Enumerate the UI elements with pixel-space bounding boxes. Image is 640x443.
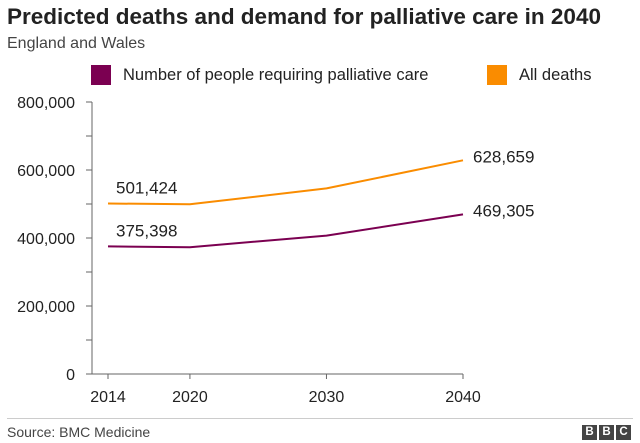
- y-tick-label: 600,000: [17, 163, 75, 180]
- series-line-palliative-care: [107, 213, 464, 249]
- data-label: 375,398: [116, 221, 177, 240]
- data-label: 628,659: [473, 147, 534, 166]
- y-tick-label: 200,000: [17, 299, 75, 316]
- x-tick-label: 2020: [172, 389, 208, 406]
- x-tick-label: 2040: [445, 389, 481, 406]
- chart-subtitle: England and Wales: [7, 35, 146, 52]
- x-tick-label: 2030: [309, 389, 345, 406]
- bbc-logo-letter: B: [582, 425, 597, 440]
- data-label: 501,424: [116, 179, 177, 198]
- series-line-all-deaths: [107, 159, 464, 206]
- legend-label-palliative-care: Number of people requiring palliative ca…: [123, 65, 429, 84]
- legend-swatch-all-deaths: [487, 65, 507, 85]
- x-tick-label: 2014: [90, 389, 126, 406]
- data-label: 469,305: [473, 201, 534, 220]
- legend-swatch-palliative-care: [91, 65, 111, 85]
- line-chart: 0 200,000 400,000 600,000 800,000 2014 2020 203…: [17, 95, 534, 406]
- legend-label-all-deaths: All deaths: [519, 65, 592, 84]
- footer-divider: [7, 418, 633, 419]
- y-tick-label: 0: [66, 367, 75, 384]
- bbc-logo-letter: B: [599, 425, 614, 440]
- bbc-logo: B B C: [582, 425, 631, 440]
- bbc-logo-letter: C: [616, 425, 631, 440]
- legend-item-all-deaths: All deaths: [487, 63, 591, 87]
- legend-item-palliative-care: Number of people requiring palliative ca…: [91, 63, 428, 87]
- y-tick-label: 400,000: [17, 231, 75, 248]
- y-tick-label: 800,000: [17, 95, 75, 112]
- chart-title: Predicted deaths and demand for palliati…: [7, 4, 601, 29]
- source-note: Source: BMC Medicine: [7, 424, 151, 440]
